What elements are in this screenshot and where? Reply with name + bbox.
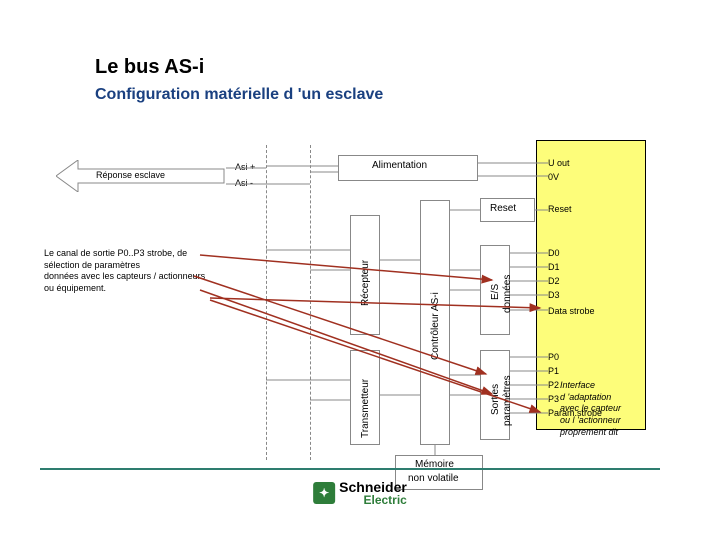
footer-rule — [40, 468, 660, 470]
annot-line-4: ou l 'actionneur — [560, 415, 621, 427]
annot-line-5: proprement dit — [560, 427, 621, 439]
logo-text-top: Schneider — [339, 480, 407, 494]
schneider-logo: ✦ Schneider Electric — [313, 480, 407, 506]
logo-icon: ✦ — [313, 482, 335, 504]
annot-line-3: avec le capteur — [560, 403, 621, 415]
logo-text-bottom: Electric — [363, 494, 406, 506]
wiring-svg — [0, 0, 720, 540]
annot-line-1: Interface — [560, 380, 621, 392]
annot-line-2: d 'adaptation — [560, 392, 621, 404]
interface-annotation: Interface d 'adaptation avec le capteur … — [560, 380, 621, 438]
